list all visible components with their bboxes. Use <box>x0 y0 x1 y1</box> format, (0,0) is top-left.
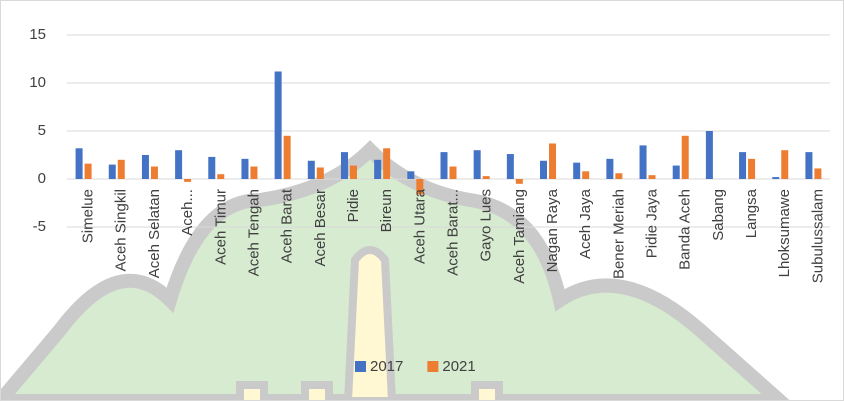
x-tick-label: Aceh Besar <box>312 189 329 267</box>
bar <box>407 171 415 179</box>
x-tick-label: Bener Meriah <box>610 189 627 279</box>
bar <box>473 150 481 179</box>
bar <box>274 71 282 179</box>
y-tick-label: 0 <box>38 170 46 187</box>
x-tick-label: Langsa <box>743 188 760 238</box>
bar <box>582 171 590 179</box>
bar <box>150 166 158 179</box>
x-tick-label: Gayo Lues <box>478 189 495 262</box>
bar <box>141 155 149 179</box>
bar <box>316 167 324 179</box>
bar <box>739 152 747 179</box>
x-tick-label: Aceh Utara <box>411 188 428 264</box>
bar <box>549 143 557 179</box>
x-tick-label: Aceh Tamiang <box>511 189 528 284</box>
bar <box>606 158 614 179</box>
bar <box>540 160 548 179</box>
bar <box>250 166 258 179</box>
x-tick-label: Aceh Jaya <box>577 188 594 259</box>
x-tick-label: Subulussalam <box>809 189 826 283</box>
bar <box>217 174 225 179</box>
bar <box>340 152 348 179</box>
bar <box>449 166 457 179</box>
x-tick-label: Aceh Tengah <box>245 189 262 276</box>
bar <box>349 165 357 179</box>
x-tick-label: Simelue <box>80 189 97 243</box>
bar <box>482 176 490 179</box>
x-tick-label: Sabang <box>710 189 727 241</box>
x-tick-label: Pidie <box>345 189 362 222</box>
bar <box>506 154 514 179</box>
bar <box>672 165 680 179</box>
x-tick-label: Aceh Barat... <box>444 189 461 276</box>
y-tick-label: 10 <box>29 74 46 91</box>
bar <box>241 158 249 179</box>
bar <box>283 135 291 179</box>
x-tick-label: Banda Aceh <box>677 189 694 270</box>
bar <box>75 148 83 179</box>
x-tick-label: Aceh Timur <box>212 189 229 265</box>
x-tick-label: Lhoksumawe <box>776 189 793 277</box>
bar <box>117 159 125 179</box>
bar <box>383 148 391 179</box>
bar <box>440 152 448 179</box>
x-tick-label: Aceh... <box>179 189 196 236</box>
x-tick-label: Aceh Singkil <box>113 189 130 272</box>
bar <box>615 173 623 179</box>
bar <box>573 162 581 179</box>
bar <box>108 164 116 179</box>
bar <box>184 179 192 182</box>
bar <box>805 152 813 179</box>
bar <box>781 150 789 179</box>
bar <box>416 179 424 195</box>
bar <box>175 150 183 179</box>
watermark <box>0 140 791 401</box>
bar <box>748 158 756 179</box>
bar <box>84 163 92 179</box>
y-tick-label: 15 <box>29 26 46 43</box>
legend-swatch <box>355 361 366 372</box>
bar <box>705 131 713 179</box>
x-tick-label: Pidie Jaya <box>644 188 661 258</box>
y-tick-label: 5 <box>38 122 46 139</box>
bar <box>814 168 822 179</box>
x-tick-label: Bireun <box>378 189 395 232</box>
legend-label: 2021 <box>442 358 475 375</box>
bar <box>648 175 656 179</box>
legend-swatch <box>427 361 439 372</box>
bar <box>208 156 216 179</box>
bar <box>307 160 315 179</box>
bar <box>515 179 523 184</box>
x-tick-label: Nagan Raya <box>544 188 561 272</box>
legend-label: 2017 <box>370 358 403 375</box>
bar <box>639 145 647 179</box>
x-tick-label: Aceh Barat <box>279 188 296 263</box>
bar <box>681 135 689 179</box>
bar <box>374 159 382 179</box>
x-tick-label: Aceh Selatan <box>146 189 163 278</box>
y-tick-label: -5 <box>33 218 46 235</box>
bar <box>772 177 780 179</box>
